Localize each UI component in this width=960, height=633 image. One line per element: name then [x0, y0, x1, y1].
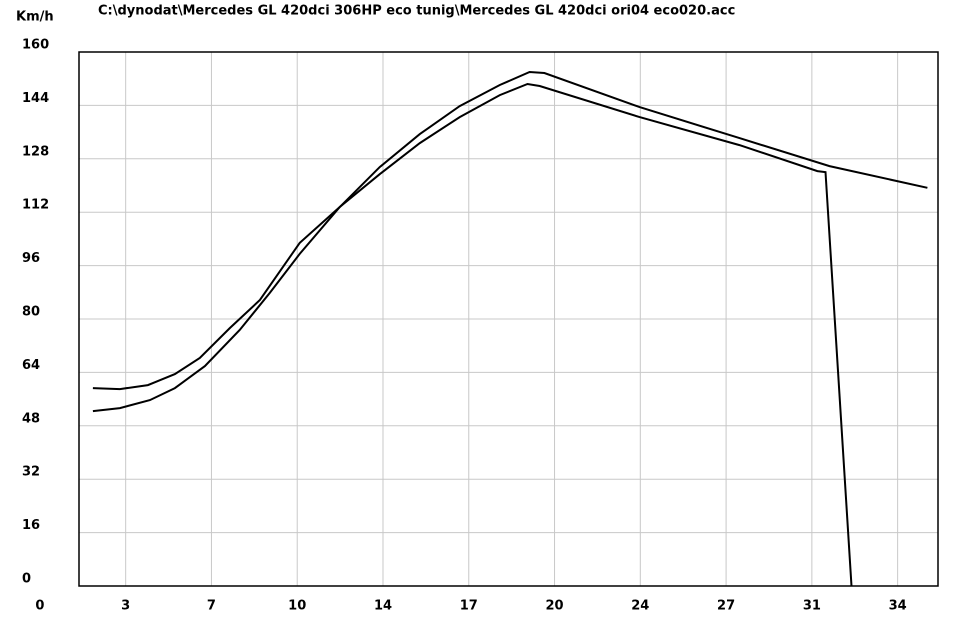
y-axis-label: Km/h: [16, 10, 54, 25]
x-tick-label: 24: [631, 599, 649, 614]
x-tick-label: 17: [460, 599, 478, 614]
line-series: [92, 82, 853, 587]
y-tick-label: 112: [22, 198, 49, 213]
y-tick-label: 16: [22, 518, 40, 533]
y-tick-label: 64: [22, 358, 40, 373]
y-tick-label: 128: [22, 144, 49, 159]
chart-title: C:\dynodat\Mercedes GL 420dci 306HP eco …: [98, 4, 735, 19]
plot-frame: [78, 51, 939, 587]
x-tick-label: 34: [889, 599, 907, 614]
x-tick-label: 20: [545, 599, 563, 614]
x-tick-label: 7: [207, 599, 216, 614]
y-tick-label: 32: [22, 465, 40, 480]
y-tick-label: 144: [22, 91, 49, 106]
x-tick-label: 31: [803, 599, 821, 614]
x-tick-label: 0: [35, 599, 44, 614]
x-tick-label: 14: [374, 599, 392, 614]
y-tick-label: 160: [22, 38, 49, 53]
x-tick-label: 3: [121, 599, 130, 614]
line-series: [92, 70, 928, 391]
x-tick-label: 10: [288, 599, 306, 614]
y-tick-label: 0: [22, 572, 31, 587]
y-tick-label: 80: [22, 305, 40, 320]
y-tick-label: 96: [22, 251, 40, 266]
x-tick-label: 27: [717, 599, 735, 614]
y-tick-label: 48: [22, 411, 40, 426]
